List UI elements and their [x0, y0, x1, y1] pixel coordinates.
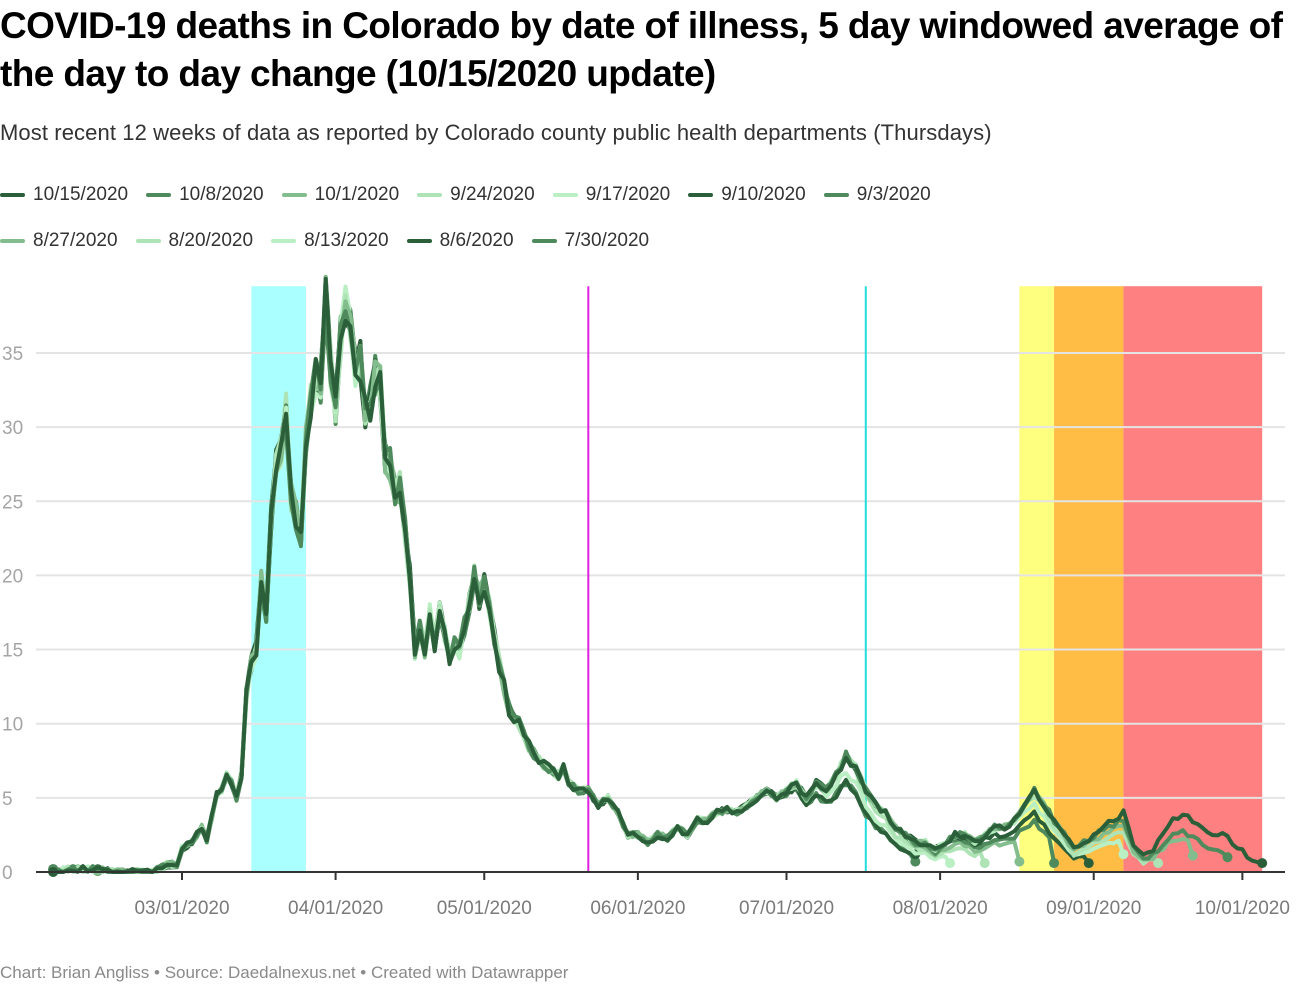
- legend-swatch: [531, 239, 557, 243]
- x-tick-label: 09/01/2020: [1046, 898, 1141, 919]
- yellow-band: [1019, 286, 1055, 873]
- legend-swatch: [823, 193, 849, 197]
- legend-swatch: [281, 193, 307, 197]
- y-tick-label: 0: [2, 863, 13, 884]
- x-tick-label: 04/01/2020: [288, 898, 383, 919]
- legend-swatch: [0, 193, 25, 197]
- legend-label: 10/15/2020: [33, 184, 129, 205]
- x-tick-label: 10/01/2020: [1195, 898, 1290, 919]
- series-endpoint-10-15-2020: [1257, 858, 1268, 869]
- legend-label: 8/6/2020: [439, 230, 514, 251]
- legend-label: 10/1/2020: [314, 184, 400, 205]
- legend-swatch: [146, 193, 172, 197]
- legend-item: 8/20/2020: [135, 230, 254, 252]
- legend-swatch: [552, 193, 578, 197]
- x-tick-label: 08/01/2020: [893, 898, 988, 919]
- legend-swatch: [688, 193, 714, 197]
- legend-label: 9/24/2020: [450, 184, 535, 205]
- orange-band: [1054, 286, 1124, 873]
- legend-item: 10/15/2020: [0, 184, 128, 206]
- y-tick-label: 15: [2, 641, 23, 662]
- series-endpoint-8-13-2020: [945, 858, 956, 869]
- legend-item: 9/10/2020: [688, 184, 806, 206]
- y-tick-label: 30: [2, 418, 23, 439]
- chart-title: COVID-19 deaths in Colorado by date of i…: [0, 5, 1283, 94]
- series-endpoint-7-30-2020: [910, 856, 921, 867]
- y-tick-label: 5: [2, 789, 13, 810]
- legend-label: 9/3/2020: [856, 184, 931, 205]
- legend-row: 8/27/2020 8/20/2020 8/13/2020 8/6/2020 7/30/…: [0, 226, 1290, 256]
- legend-swatch: [417, 193, 443, 197]
- legend-item: 9/24/2020: [417, 184, 535, 206]
- series-line-9-10-2020: [95, 303, 1091, 874]
- line-chart: 0 5 10 15 20 25 30 35 03/01/2020 04/01/2020 05/01/…: [2, 274, 1290, 919]
- series-endpoint-9-17-2020: [1118, 849, 1129, 860]
- legend-swatch: [406, 239, 432, 243]
- legend-row: 10/15/2020 10/8/2020 10/1/2020 9/24/2020 9/1…: [0, 180, 1290, 210]
- legend-item: 10/8/2020: [146, 184, 264, 206]
- legend-label: 9/10/2020: [721, 184, 806, 205]
- legend-item: 9/17/2020: [552, 184, 671, 206]
- chart-subtitle: Most recent 12 weeks of data as reported…: [0, 120, 992, 145]
- series-line-8-27-2020: [51, 307, 1022, 874]
- series-endpoint-10-1-2020: [1187, 850, 1198, 861]
- y-tick-label: 25: [2, 492, 23, 513]
- series-line-9-24-2020: [51, 290, 1161, 874]
- legend-label: 8/20/2020: [168, 230, 254, 251]
- red-band: [1123, 286, 1263, 873]
- y-tick-label: 20: [2, 566, 23, 587]
- x-tick-label: 03/01/2020: [134, 898, 229, 919]
- legend-item: 9/3/2020: [823, 184, 931, 206]
- legend-swatch: [0, 239, 25, 243]
- series-endpoint-10-8-2020: [1222, 852, 1233, 863]
- legend-label: 10/8/2020: [179, 184, 264, 205]
- legend-item: 8/27/2020: [0, 230, 118, 252]
- legend-item: 8/6/2020: [406, 230, 514, 252]
- legend-swatch: [135, 239, 161, 243]
- legend-label: 7/30/2020: [564, 230, 650, 251]
- y-tick-label: 10: [2, 715, 23, 736]
- series-endpoint-8-27-2020: [1014, 856, 1025, 867]
- legend-item: 7/30/2020: [531, 230, 650, 252]
- legend-label: 8/27/2020: [33, 230, 118, 251]
- chart-footer: Chart: Brian Angliss • Source: Daedalnex…: [0, 963, 569, 982]
- legend-label: 8/13/2020: [304, 230, 389, 251]
- legend-label: 9/17/2020: [585, 184, 671, 205]
- series-line-10-15-2020: [51, 276, 1265, 874]
- x-tick-label: 07/01/2020: [739, 898, 834, 919]
- series-endpoint-8-20-2020: [979, 858, 990, 869]
- x-tick-label: 05/01/2020: [437, 898, 532, 919]
- x-tick-label: 06/01/2020: [590, 898, 685, 919]
- legend: 10/15/2020 10/8/2020 10/1/2020 9/24/2020 9/1…: [0, 180, 1290, 272]
- series-endpoint-9-3-2020: [1049, 858, 1060, 869]
- legend-swatch: [271, 239, 297, 243]
- series-endpoint-9-24-2020: [1153, 858, 1164, 869]
- legend-item: 10/1/2020: [281, 184, 400, 206]
- legend-item: 8/13/2020: [271, 230, 389, 252]
- series-endpoint-9-10-2020: [1083, 858, 1094, 869]
- y-tick-label: 35: [2, 344, 23, 365]
